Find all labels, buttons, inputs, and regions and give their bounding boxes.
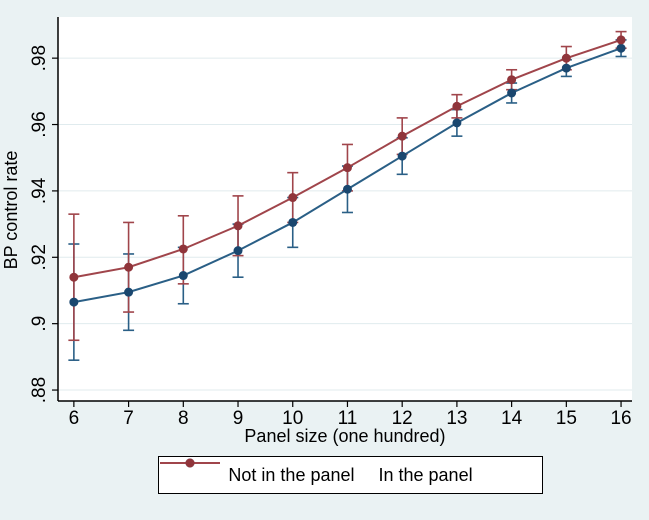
x-tick-label: 10	[282, 408, 303, 429]
x-tick-label: 9	[233, 408, 244, 429]
legend-item-in-panel: In the panel	[160, 458, 473, 486]
y-tick-label: .96	[29, 111, 50, 137]
x-tick-label: 6	[69, 408, 80, 429]
x-tick-label: 13	[446, 408, 467, 429]
legend-label-in-panel: In the panel	[378, 464, 473, 485]
axes	[57, 17, 632, 402]
legend-item-not-in-panel: Not in the panel	[160, 458, 355, 486]
x-tick-label: 16	[610, 408, 631, 429]
legend-sample-line-dot-red	[160, 458, 220, 468]
y-tick-label: .92	[29, 244, 50, 270]
plot-area	[58, 17, 632, 401]
x-tick-label: 14	[501, 408, 523, 429]
y-tick-label: .94	[29, 177, 50, 204]
x-tick-label: 12	[392, 408, 413, 429]
series-markers-0	[69, 43, 626, 307]
x-tick-label: 8	[178, 408, 189, 429]
y-tick-label: .98	[29, 45, 50, 71]
legend: Not in the panel In the panel	[158, 456, 543, 494]
tick-marks	[52, 57, 622, 407]
legend-label-not-in-panel: Not in the panel	[228, 464, 355, 485]
x-axis-title: Panel size (one hundred)	[244, 426, 446, 446]
tick-labels: .88 .9 .92 .94 .96 .98 6 7 8 9 10 11 12 13 14 15 16	[29, 45, 632, 429]
x-tick-label: 7	[123, 408, 134, 429]
x-tick-label: 11	[338, 408, 358, 429]
x-tick-label: 15	[556, 408, 577, 429]
y-tick-label: .88	[29, 377, 50, 403]
y-tick-label: .9	[29, 316, 50, 332]
y-axis-title: BP control rate	[1, 150, 21, 270]
series-markers-1	[69, 35, 626, 282]
